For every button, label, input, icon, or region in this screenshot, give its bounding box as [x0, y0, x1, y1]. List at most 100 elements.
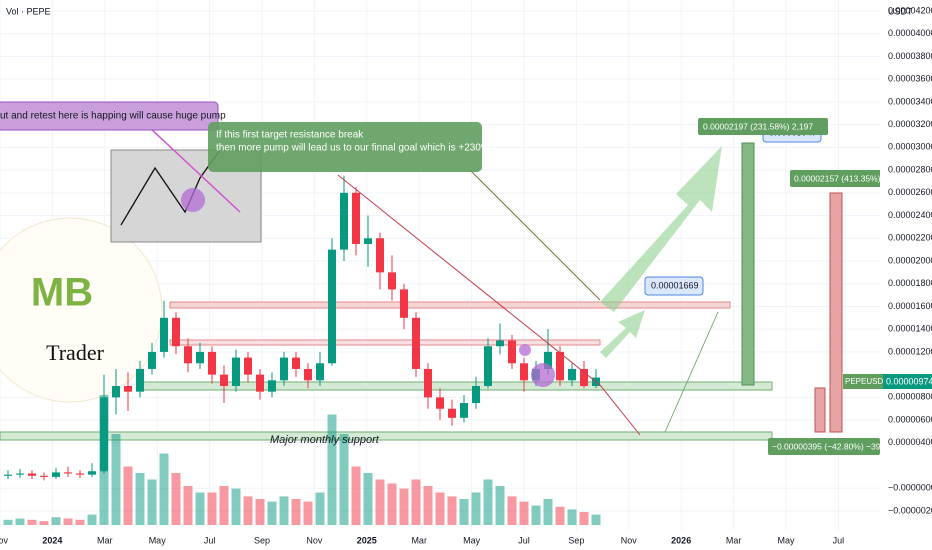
y-tick-label: −0.00000200	[888, 505, 932, 515]
candle-body	[64, 472, 72, 474]
volume-bar	[579, 512, 589, 525]
volume-bar	[447, 496, 457, 525]
note-box	[0, 101, 219, 131]
candle-body	[520, 363, 528, 381]
candle-body	[136, 368, 144, 392]
volume-bar	[387, 483, 397, 525]
candle-body	[196, 351, 204, 364]
y-tick-label: 0.00000800	[888, 392, 932, 402]
currency-label: USDT	[888, 6, 913, 16]
candle-body	[88, 471, 96, 475]
y-tick-label: 0.00002200	[888, 233, 932, 243]
candle-body	[292, 357, 300, 369]
y-tick-label: 0.00002800	[888, 164, 932, 174]
volume-bar	[219, 486, 229, 525]
volume-bar	[339, 434, 349, 525]
candle-body	[328, 249, 336, 364]
volume-bar	[459, 499, 469, 525]
candle-body	[304, 368, 312, 381]
volume-bar	[243, 496, 253, 525]
volume-bar	[531, 505, 541, 525]
candle-body	[448, 408, 456, 418]
volume-bar	[267, 501, 277, 525]
pattern-line	[120, 149, 221, 226]
target-arrow	[600, 310, 645, 358]
volume-bar	[231, 488, 241, 525]
volume-bar	[183, 486, 193, 525]
y-tick-label: −0.00000000	[888, 483, 932, 493]
volume-bar	[435, 492, 445, 525]
label-box	[768, 438, 880, 455]
volume-bar	[39, 521, 49, 525]
candle-body	[496, 340, 504, 347]
candle-body	[424, 368, 432, 398]
y-tick-label: 0.00000600	[888, 414, 932, 424]
volume-layer	[3, 395, 601, 525]
trend-line	[337, 174, 641, 436]
x-tick-label: Jul	[204, 535, 216, 545]
price-box	[883, 374, 932, 389]
volume-bar	[375, 479, 385, 525]
last-price: 0.00000974	[886, 376, 932, 386]
candle-body	[76, 473, 84, 475]
retest-circle	[181, 188, 205, 212]
candle-body	[568, 368, 576, 381]
pointer-line	[469, 169, 601, 301]
volume-bar	[159, 453, 169, 525]
volume-bar	[399, 488, 409, 525]
candle-body	[316, 363, 324, 381]
measure-label: 0.00002197 (231.58%) 2,197	[703, 121, 813, 131]
path-line	[664, 311, 719, 433]
x-tick-label: Nov	[621, 535, 638, 545]
y-tick-label: 0.00002400	[888, 210, 932, 220]
volume-bar	[291, 499, 301, 525]
candle-body	[472, 386, 480, 404]
measure-bar	[814, 387, 826, 433]
volume-bar	[27, 519, 37, 525]
logo-text: Trader	[46, 340, 105, 365]
support-zone	[0, 431, 773, 441]
candle-body	[184, 346, 192, 364]
y-tick-label: 0.00001200	[888, 346, 932, 356]
volume-bar	[543, 499, 553, 525]
retest-circle	[531, 363, 555, 387]
resistance-zone	[169, 339, 601, 346]
y-tick-label: 0.00001600	[888, 301, 932, 311]
candle-body	[412, 317, 420, 369]
candle-body	[508, 340, 516, 364]
volume-bar	[483, 479, 493, 525]
x-tick-label: Mar	[726, 535, 742, 545]
x-tick-label: Sep	[568, 535, 584, 545]
candle-body	[376, 238, 384, 273]
candle-body	[400, 289, 408, 318]
x-tick-label: Jul	[518, 535, 530, 545]
target-note: then more pump will lead us to our finna…	[216, 143, 490, 154]
y-tick-label: 0.00004200	[888, 5, 932, 15]
volume-bar	[363, 473, 373, 525]
drawings: ut and retest here is happing will cause…	[0, 101, 904, 455]
candle-body	[232, 357, 240, 386]
candle-body	[460, 403, 468, 418]
volume-bar	[63, 518, 73, 525]
symbol-label: PEPEUSDT	[845, 377, 888, 386]
volume-bar	[327, 414, 337, 525]
volume-bar	[123, 466, 133, 525]
volume-bar	[195, 492, 205, 525]
candle-body	[244, 357, 252, 375]
candle-body	[280, 357, 288, 381]
support-label: Major monthly support	[270, 434, 380, 446]
volume-bar	[411, 479, 421, 525]
resistance-zone	[169, 301, 731, 309]
volume-bar	[351, 466, 361, 525]
label-box	[790, 170, 882, 187]
candle-body	[148, 351, 156, 369]
x-tick-label: Sep	[254, 535, 270, 545]
candle-body	[352, 192, 360, 244]
x-tick-label: Mar	[97, 535, 113, 545]
symbol-box	[843, 374, 883, 389]
candle-body	[544, 351, 552, 369]
x-tick-label: May	[149, 535, 167, 545]
volume-bar	[519, 501, 529, 525]
volume-bar	[567, 509, 577, 525]
